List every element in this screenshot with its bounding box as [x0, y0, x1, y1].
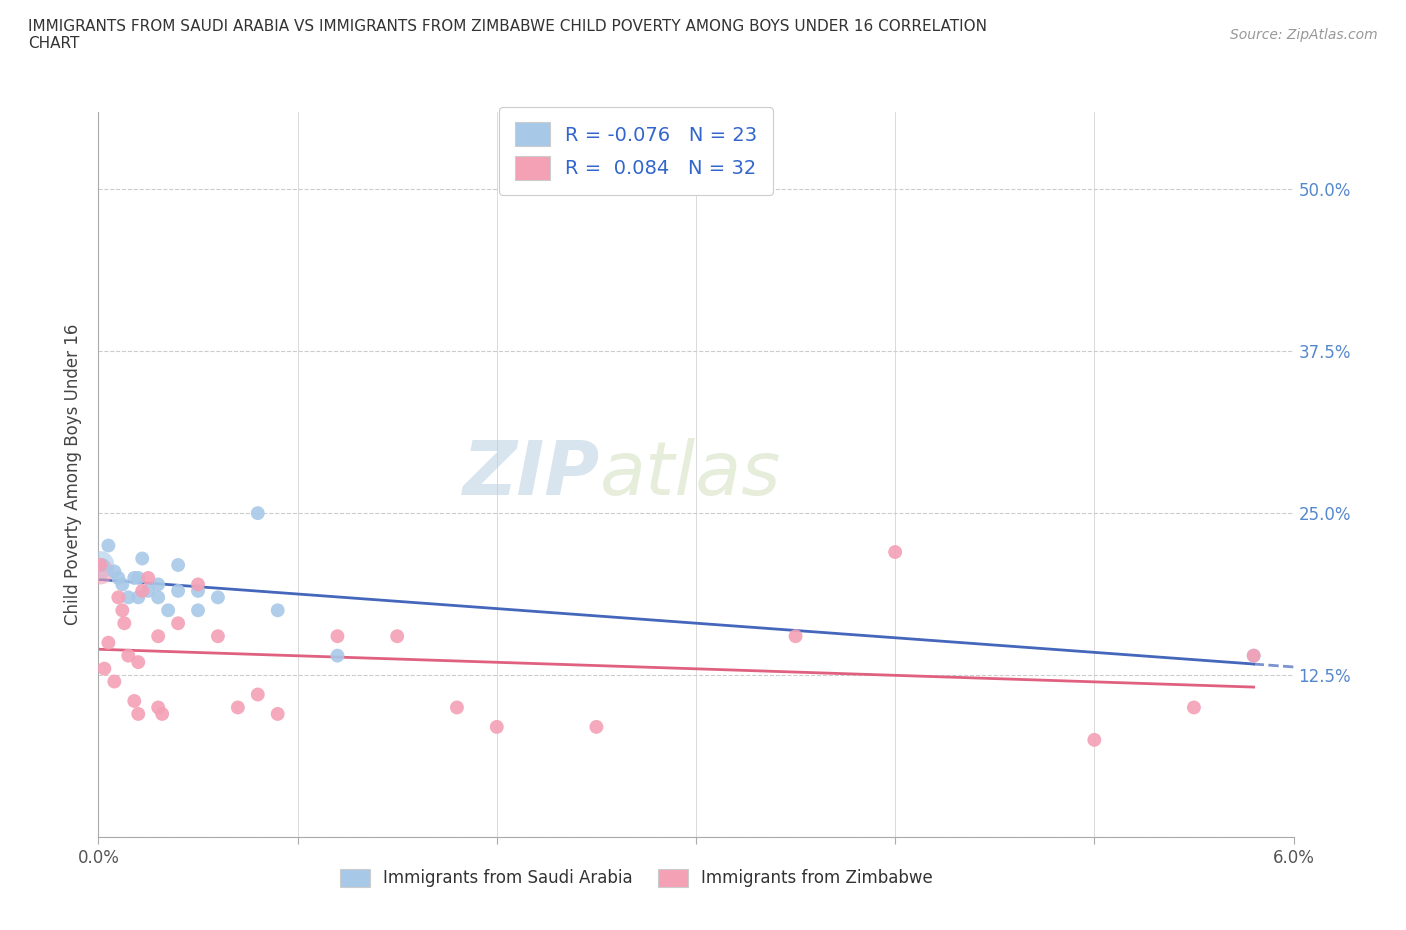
Point	[157, 603, 180, 618]
Point	[103, 564, 125, 578]
Legend: Immigrants from Saudi Arabia, Immigrants from Zimbabwe: Immigrants from Saudi Arabia, Immigrants…	[333, 862, 939, 894]
Point	[124, 694, 146, 709]
Point	[127, 655, 149, 670]
Point	[97, 538, 120, 553]
Point	[148, 577, 170, 591]
Y-axis label: Child Poverty Among Boys Under 16: Child Poverty Among Boys Under 16	[65, 324, 83, 625]
Point	[127, 570, 149, 585]
Point	[127, 707, 149, 722]
Point	[267, 603, 290, 618]
Point	[131, 583, 153, 598]
Point	[148, 629, 170, 644]
Point	[112, 616, 135, 631]
Point	[167, 558, 190, 573]
Point	[111, 603, 134, 618]
Point	[111, 577, 134, 591]
Point	[117, 590, 139, 604]
Point	[150, 707, 173, 722]
Point	[131, 551, 153, 566]
Point	[187, 577, 209, 591]
Point	[884, 545, 907, 560]
Point	[246, 506, 269, 521]
Point	[326, 629, 349, 644]
Point	[103, 674, 125, 689]
Point	[93, 661, 115, 676]
Point	[148, 590, 170, 604]
Point	[326, 648, 349, 663]
Point	[187, 603, 209, 618]
Point	[89, 558, 111, 573]
Text: IMMIGRANTS FROM SAUDI ARABIA VS IMMIGRANTS FROM ZIMBABWE CHILD POVERTY AMONG BOY: IMMIGRANTS FROM SAUDI ARABIA VS IMMIGRAN…	[28, 19, 987, 51]
Point	[1182, 700, 1205, 715]
Point	[89, 558, 111, 573]
Point	[1243, 648, 1265, 663]
Point	[446, 700, 468, 715]
Point	[585, 720, 607, 735]
Point	[91, 558, 114, 573]
Point	[107, 570, 129, 585]
Point	[127, 590, 149, 604]
Point	[1083, 733, 1105, 748]
Point	[107, 590, 129, 604]
Text: Source: ZipAtlas.com: Source: ZipAtlas.com	[1230, 28, 1378, 42]
Point	[785, 629, 807, 644]
Point	[167, 583, 190, 598]
Point	[246, 687, 269, 702]
Point	[136, 570, 159, 585]
Point	[167, 616, 190, 631]
Point	[226, 700, 249, 715]
Point	[124, 570, 146, 585]
Point	[187, 583, 209, 598]
Point	[89, 564, 111, 578]
Point	[385, 629, 409, 644]
Text: ZIP: ZIP	[463, 438, 600, 511]
Text: atlas: atlas	[600, 438, 782, 511]
Point	[207, 629, 229, 644]
Point	[485, 720, 508, 735]
Point	[148, 700, 170, 715]
Point	[207, 590, 229, 604]
Point	[136, 583, 159, 598]
Point	[1243, 648, 1265, 663]
Point	[267, 707, 290, 722]
Point	[97, 635, 120, 650]
Point	[117, 648, 139, 663]
